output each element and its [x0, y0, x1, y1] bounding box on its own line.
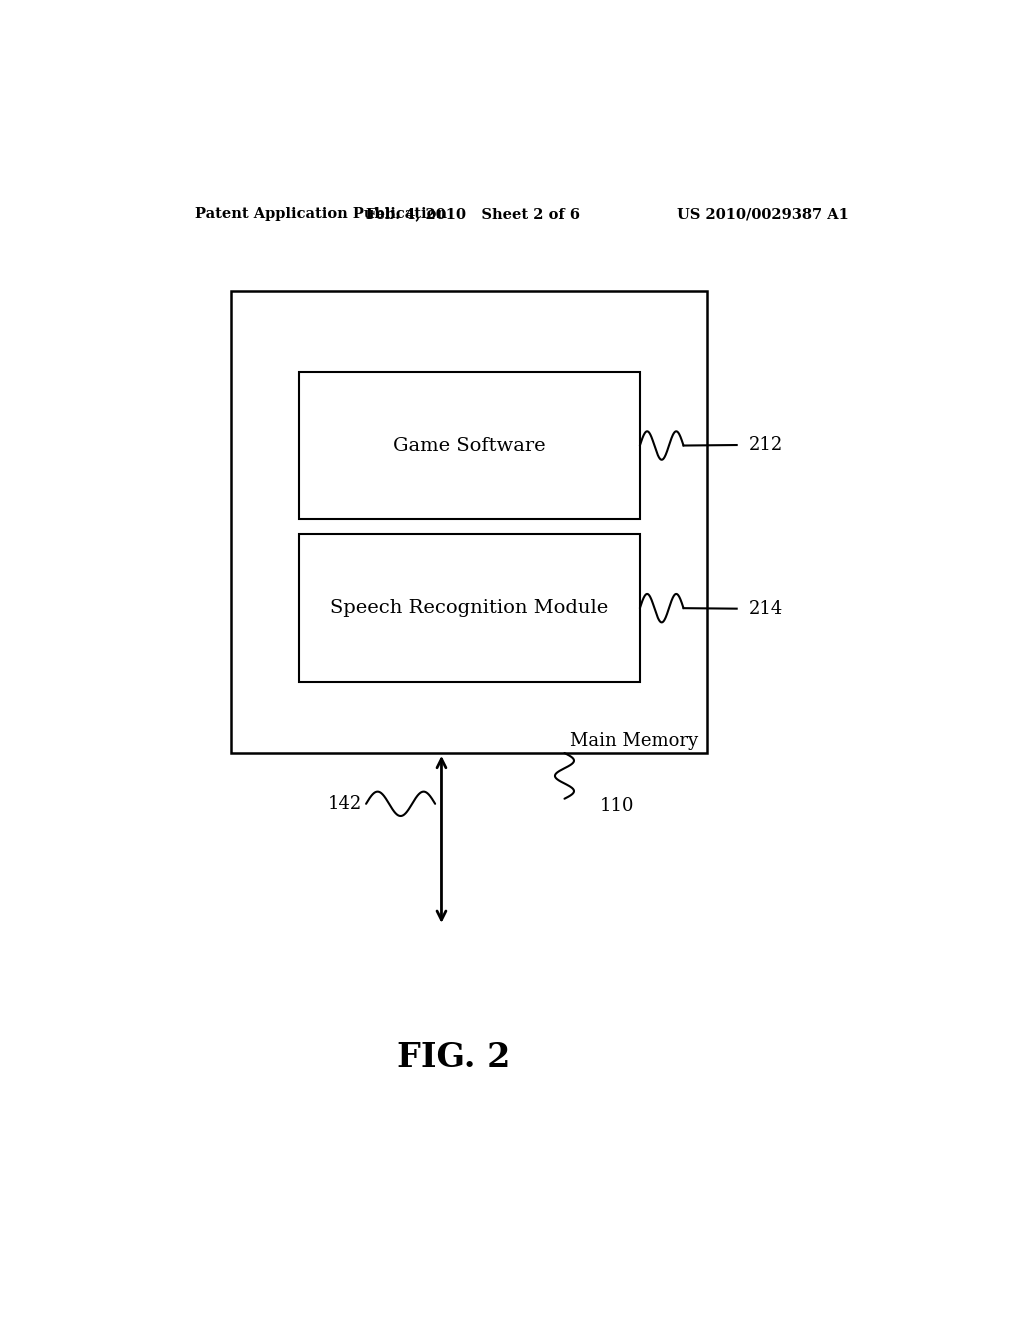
Bar	[231, 290, 708, 752]
Bar	[299, 535, 640, 682]
Bar	[299, 372, 640, 519]
Text: Feb. 4, 2010   Sheet 2 of 6: Feb. 4, 2010 Sheet 2 of 6	[367, 207, 581, 222]
Text: Game Software: Game Software	[393, 437, 546, 454]
Text: 142: 142	[328, 795, 362, 813]
Text: 110: 110	[600, 797, 635, 814]
Text: US 2010/0029387 A1: US 2010/0029387 A1	[677, 207, 849, 222]
Text: 214: 214	[749, 599, 782, 618]
Text: Speech Recognition Module: Speech Recognition Module	[330, 599, 608, 618]
Text: FIG. 2: FIG. 2	[396, 1041, 510, 1074]
Text: 212: 212	[749, 436, 782, 454]
Text: Patent Application Publication: Patent Application Publication	[196, 207, 447, 222]
Text: Main Memory: Main Memory	[569, 733, 697, 750]
